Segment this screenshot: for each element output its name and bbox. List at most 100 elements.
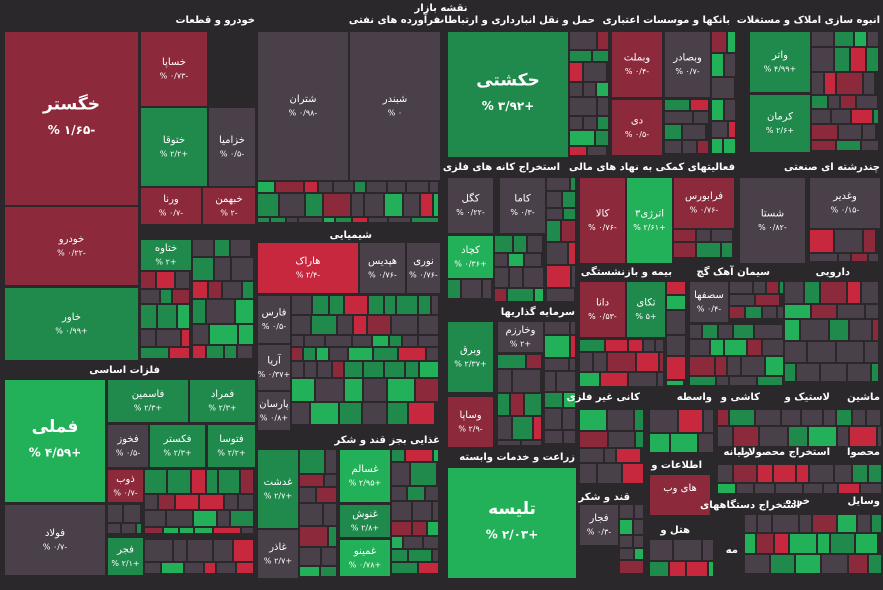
- stock-tile[interactable]: [810, 178, 880, 228]
- small-tile: [719, 325, 732, 338]
- stock-tile[interactable]: [258, 345, 290, 390]
- stock-tile[interactable]: [258, 296, 290, 343]
- stock-name: های وب: [663, 483, 697, 494]
- stock-tile[interactable]: [209, 108, 255, 186]
- stock-tile[interactable]: [407, 243, 440, 293]
- map-title: نقشه بازار: [413, 3, 467, 14]
- stock-tile[interactable]: [448, 236, 493, 278]
- stock-tile[interactable]: [258, 450, 298, 528]
- small-tile: [725, 100, 735, 120]
- stock-tile[interactable]: [141, 108, 207, 186]
- small-tile: [580, 449, 603, 462]
- sector-name: بیمه و بازنشستگی: [581, 265, 672, 278]
- small-tile: [409, 550, 431, 561]
- stock-tile[interactable]: [750, 95, 810, 152]
- stock-tile[interactable]: [340, 450, 390, 502]
- small-tile: [835, 230, 862, 252]
- stock-tile[interactable]: [448, 468, 576, 578]
- small-tile: [141, 348, 168, 358]
- stock-tile[interactable]: [5, 32, 138, 205]
- stock-tile[interactable]: [108, 380, 188, 422]
- small-tile: [570, 131, 594, 145]
- stock-tile[interactable]: [5, 505, 105, 575]
- stock-tile[interactable]: [580, 282, 625, 337]
- stock-tile[interactable]: [448, 322, 493, 392]
- stock-tile[interactable]: [340, 540, 390, 576]
- small-tile: [656, 340, 663, 351]
- stock-tile[interactable]: [190, 380, 255, 422]
- stock-tile[interactable]: [650, 475, 710, 515]
- stock-change: +۲/۶ %: [766, 126, 794, 135]
- small-tile: [242, 528, 253, 533]
- stock-tile[interactable]: [5, 380, 105, 502]
- small-tile: [333, 362, 343, 377]
- small-tile: [145, 511, 165, 526]
- small-tile: [782, 410, 800, 425]
- stock-tile[interactable]: [203, 188, 255, 224]
- stock-tile[interactable]: [627, 178, 672, 263]
- stock-tile[interactable]: [750, 32, 810, 92]
- small-tile: [839, 125, 861, 139]
- stock-tile[interactable]: [740, 178, 805, 263]
- stock-tile[interactable]: [448, 32, 568, 157]
- stock-tile[interactable]: [258, 530, 298, 578]
- stock-tile[interactable]: [108, 425, 148, 467]
- small-tile: [580, 340, 604, 351]
- stock-tile[interactable]: [448, 397, 493, 447]
- stock-tile[interactable]: [340, 505, 390, 537]
- stock-tile[interactable]: [580, 178, 625, 263]
- small-tile: [176, 495, 198, 509]
- stock-change: -۱/۶۵ %: [48, 123, 96, 137]
- sector-name: خرده: [786, 496, 810, 507]
- sector-name: کانی غیر فلزی: [566, 392, 640, 403]
- small-tile: [514, 236, 526, 252]
- stock-name: وغدیر: [832, 191, 857, 202]
- stock-tile[interactable]: [498, 322, 543, 352]
- stock-tile[interactable]: [150, 425, 205, 467]
- small-tile: [821, 282, 846, 303]
- small-tile: [413, 502, 431, 520]
- small-tile: [867, 48, 878, 71]
- stock-tile[interactable]: [5, 288, 138, 360]
- stock-tile[interactable]: [350, 32, 440, 180]
- small-tile: [324, 194, 350, 216]
- stock-tile[interactable]: [108, 470, 143, 502]
- stock-tile[interactable]: [360, 243, 405, 293]
- stock-tile[interactable]: [674, 178, 734, 228]
- stock-tile[interactable]: [258, 32, 348, 180]
- stock-tile[interactable]: [665, 32, 710, 97]
- small-tile: [856, 534, 877, 553]
- small-tile: [754, 282, 765, 293]
- small-tile: [330, 296, 343, 314]
- stock-name: فجر: [116, 545, 134, 556]
- small-tile: [399, 348, 425, 360]
- stock-change: +۲/۱ %: [111, 559, 139, 568]
- stock-name: پارسان: [259, 399, 289, 410]
- stock-tile[interactable]: [448, 178, 493, 233]
- stock-tile[interactable]: [108, 538, 143, 575]
- stock-tile[interactable]: [141, 188, 201, 224]
- small-tile: [636, 432, 643, 447]
- stock-tile[interactable]: [690, 282, 728, 322]
- small-tile: [758, 465, 772, 482]
- small-tile: [665, 141, 681, 153]
- stock-tile[interactable]: [627, 282, 665, 337]
- stock-change: +۲/۳۷ %: [454, 360, 486, 369]
- stock-tile[interactable]: [208, 425, 255, 467]
- small-tile: [317, 488, 336, 502]
- stock-tile[interactable]: [612, 32, 662, 97]
- small-tile: [808, 342, 835, 362]
- stock-tile[interactable]: [500, 178, 545, 233]
- stock-tile[interactable]: [580, 505, 618, 545]
- stock-tile[interactable]: [258, 243, 358, 293]
- stock-name: واتر: [771, 50, 788, 61]
- small-tile: [608, 353, 635, 371]
- stock-tile[interactable]: [612, 100, 662, 155]
- stock-tile[interactable]: [5, 207, 138, 285]
- stock-tile[interactable]: [258, 392, 290, 430]
- stock-tile[interactable]: [141, 32, 207, 106]
- small-tile: [338, 316, 352, 334]
- small-tile: [300, 475, 323, 486]
- small-tile: [598, 32, 608, 49]
- stock-tile[interactable]: [141, 240, 191, 270]
